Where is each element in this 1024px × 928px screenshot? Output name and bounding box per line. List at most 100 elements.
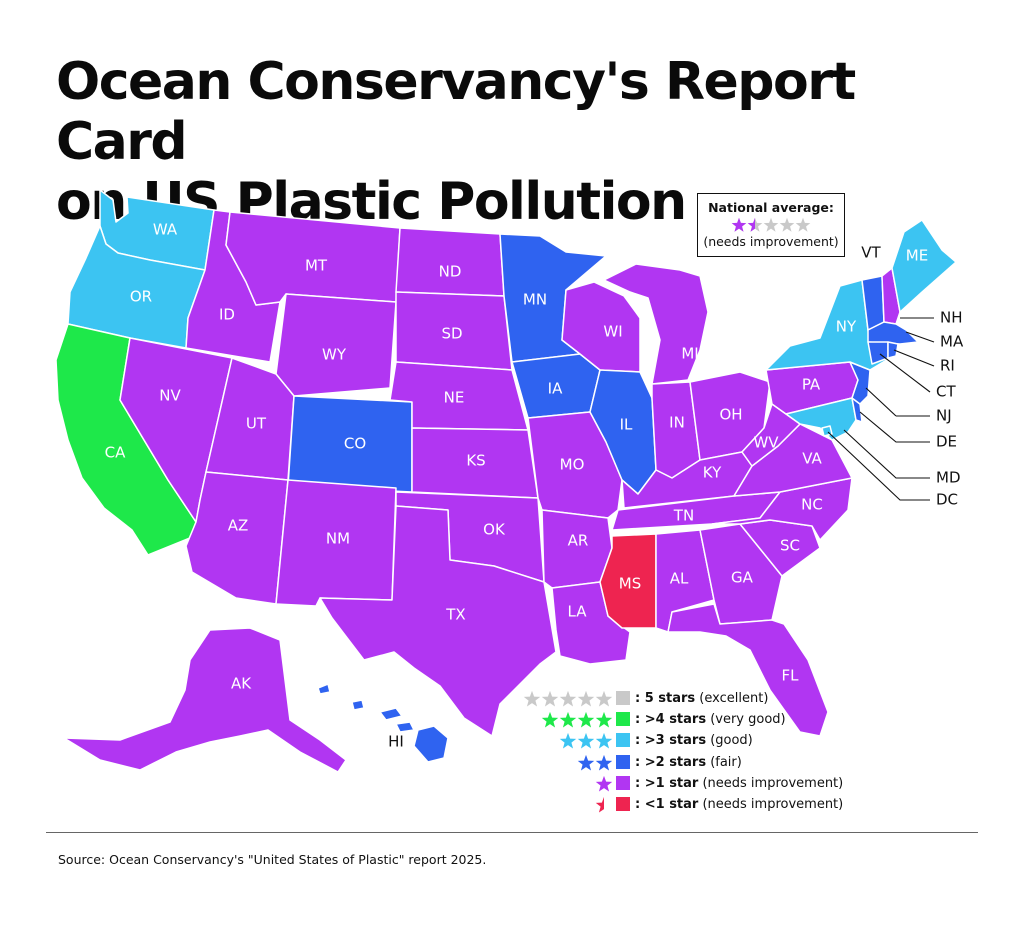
state-label-ar: AR bbox=[568, 532, 589, 550]
state-mi bbox=[603, 263, 709, 385]
state-label-me: ME bbox=[906, 247, 928, 265]
state-label-tn: TN bbox=[673, 507, 694, 525]
legend-stars bbox=[559, 732, 613, 750]
state-label-ia: IA bbox=[548, 380, 563, 398]
state-label-fl: FL bbox=[782, 667, 800, 685]
state-label-mn: MN bbox=[523, 291, 547, 309]
state-label-sd: SD bbox=[441, 325, 462, 343]
state-label-nv: NV bbox=[159, 387, 181, 405]
state-label-ks: KS bbox=[466, 452, 485, 470]
national-average-title: National average: bbox=[708, 200, 834, 215]
state-label-mi: MI bbox=[681, 345, 698, 363]
national-average-star-icon bbox=[763, 217, 779, 232]
legend-stars bbox=[595, 796, 613, 814]
state-me bbox=[891, 219, 957, 313]
legend-label-bold: : >1 star bbox=[635, 775, 699, 791]
legend-label-bold: : >3 stars bbox=[635, 733, 707, 749]
state-label-ct: CT bbox=[936, 383, 956, 401]
state-label-wa: WA bbox=[153, 221, 178, 239]
legend-swatch bbox=[616, 691, 630, 705]
national-average-star-icon bbox=[795, 217, 811, 232]
legend-row: : >2 stars (fair) bbox=[505, 754, 865, 772]
leader-line-nj bbox=[865, 387, 897, 417]
leader-line-dc bbox=[827, 431, 930, 501]
state-label-nc: NC bbox=[801, 496, 823, 514]
state-label-ms: MS bbox=[619, 575, 641, 593]
state-ri bbox=[887, 341, 899, 359]
legend-label: : >2 stars (fair) bbox=[635, 754, 742, 771]
legend-label-bold: : <1 star bbox=[635, 797, 699, 812]
legend-label: : 5 stars (excellent) bbox=[635, 690, 768, 707]
legend-stars bbox=[595, 775, 613, 793]
legend-stars bbox=[541, 711, 613, 729]
legend-swatch bbox=[616, 775, 630, 790]
legend-star-icon bbox=[577, 733, 595, 749]
state-label-il: IL bbox=[620, 416, 633, 434]
state-label-md: MD bbox=[936, 469, 961, 487]
legend-stars bbox=[577, 754, 613, 772]
state-label-la: LA bbox=[568, 603, 588, 621]
state-label-mt: MT bbox=[305, 257, 328, 275]
leader-line-ma bbox=[905, 331, 935, 343]
legend-star-icon bbox=[559, 733, 577, 749]
legend-star-icon bbox=[595, 796, 604, 813]
legend-label-rest: (needs improvement) bbox=[698, 797, 844, 812]
state-label-ca: CA bbox=[105, 444, 126, 462]
state-label-wi: WI bbox=[603, 323, 622, 341]
legend-row: : >4 stars (very good) bbox=[505, 711, 865, 729]
leader-lines bbox=[827, 317, 935, 501]
state-label-oh: OH bbox=[719, 406, 742, 424]
source-note: Source: Ocean Conservancy's "United Stat… bbox=[58, 852, 487, 867]
state-label-dc: DC bbox=[936, 491, 958, 509]
leader-line-md bbox=[843, 429, 930, 479]
national-average-star-icon bbox=[731, 217, 747, 232]
state-label-co: CO bbox=[344, 435, 366, 453]
legend-star-icon bbox=[577, 754, 595, 771]
state-hi bbox=[317, 683, 449, 763]
state-label-ny: NY bbox=[836, 318, 857, 336]
state-label-al: AL bbox=[670, 570, 689, 588]
leader-line-ct bbox=[879, 353, 931, 393]
legend-star-icon bbox=[559, 712, 577, 728]
legend-star-icon bbox=[559, 690, 577, 707]
legend-label-rest: (good) bbox=[706, 733, 753, 749]
legend-row: : <1 star (needs improvement) bbox=[505, 796, 865, 814]
legend-label: : >1 star (needs improvement) bbox=[635, 775, 843, 792]
state-label-ky: KY bbox=[703, 464, 722, 482]
state-label-ri: RI bbox=[940, 357, 955, 375]
state-az bbox=[185, 471, 289, 605]
legend-star-icon bbox=[541, 690, 559, 707]
leader-line-de bbox=[859, 411, 930, 443]
state-nh bbox=[881, 267, 901, 325]
legend-swatch bbox=[616, 754, 630, 769]
state-label-hi: HI bbox=[388, 733, 404, 751]
state-label-ok: OK bbox=[483, 521, 506, 539]
state-shapes bbox=[55, 189, 957, 773]
state-nc bbox=[711, 477, 853, 541]
map-title-line-1: Ocean Conservancy's Report Card bbox=[56, 52, 856, 172]
legend-swatch bbox=[616, 733, 630, 748]
leader-line-ri bbox=[893, 349, 935, 367]
legend-star-icon bbox=[595, 712, 613, 728]
state-label-in: IN bbox=[669, 414, 685, 432]
state-label-pa: PA bbox=[802, 376, 821, 394]
national-average-box: National average: (needs improvement) bbox=[697, 193, 845, 257]
legend-star-icon bbox=[595, 754, 613, 771]
legend-swatch bbox=[616, 712, 630, 727]
legend-label: : <1 star (needs improvement) bbox=[635, 796, 843, 813]
state-label-nm: NM bbox=[326, 530, 350, 548]
state-label-id: ID bbox=[219, 306, 235, 324]
legend-label-rest: (excellent) bbox=[695, 691, 769, 706]
legend-label-rest: (very good) bbox=[706, 712, 786, 728]
state-label-ak: AK bbox=[231, 675, 252, 693]
national-average-star-icon bbox=[779, 217, 795, 232]
national-average-subtitle: (needs improvement) bbox=[703, 234, 839, 249]
state-label-de: DE bbox=[936, 433, 957, 451]
state-label-or: OR bbox=[130, 288, 152, 306]
state-label-wv: WV bbox=[753, 434, 779, 452]
legend-row: : >1 star (needs improvement) bbox=[505, 775, 865, 793]
legend-star-icon bbox=[541, 712, 559, 728]
legend-star-icon bbox=[577, 712, 595, 728]
legend-label-bold: : >4 stars bbox=[635, 712, 707, 728]
